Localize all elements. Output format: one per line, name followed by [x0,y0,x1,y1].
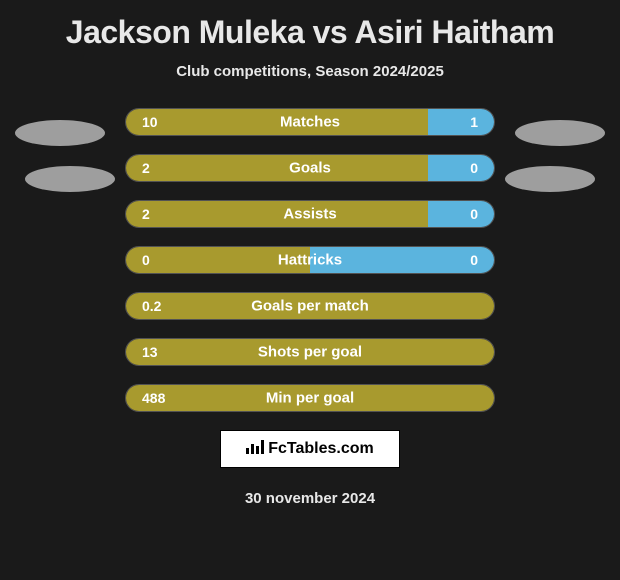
footer-logo: FcTables.com [220,430,400,468]
player1-avatar-placeholder [15,120,105,146]
comparison-card: Jackson Muleka vs Asiri Haitham Club com… [0,0,620,580]
player1-value: 0.2 [142,298,161,314]
player1-bar [126,109,428,135]
stat-label: Min per goal [266,390,354,407]
player2-bar [428,201,494,227]
stat-row: 0 0 Hattricks [125,246,495,274]
stat-row: 2 0 Assists [125,200,495,228]
player1-bar [126,201,428,227]
stat-row: 13 Shots per goal [125,338,495,366]
player2-value: 0 [470,206,478,222]
player2-value: 0 [470,252,478,268]
stat-label: Goals per match [251,298,369,315]
player1-bar [126,155,428,181]
footer-date: 30 november 2024 [0,490,620,507]
player2-avatar-placeholder [515,120,605,146]
player2-value: 1 [470,114,478,130]
player2-bar [428,155,494,181]
stat-row: 0.2 Goals per match [125,292,495,320]
chart-icon [246,440,264,459]
player1-value: 488 [142,390,165,406]
player1-value: 13 [142,344,158,360]
player1-team-placeholder [25,166,115,192]
player2-bar [428,109,494,135]
stat-row: 488 Min per goal [125,384,495,412]
stat-label: Assists [283,206,336,223]
stat-label: Shots per goal [258,344,362,361]
stat-label: Hattricks [278,252,342,269]
stat-label: Matches [280,114,340,131]
stat-row: 10 1 Matches [125,108,495,136]
page-title: Jackson Muleka vs Asiri Haitham [0,14,620,51]
player2-team-placeholder [505,166,595,192]
player1-value: 10 [142,114,158,130]
player1-value: 2 [142,160,150,176]
footer-logo-text: FcTables.com [268,440,374,458]
stat-row: 2 0 Goals [125,154,495,182]
player2-value: 0 [470,160,478,176]
player1-value: 2 [142,206,150,222]
chart-area: 10 1 Matches 2 0 Goals 2 0 Assists 0 0 Hattricks 0.2… [0,108,620,412]
player1-value: 0 [142,252,150,268]
stat-bars: 10 1 Matches 2 0 Goals 2 0 Assists 0 0 Hattricks 0.2… [125,108,495,412]
subtitle: Club competitions, Season 2024/2025 [0,63,620,80]
stat-label: Goals [289,160,331,177]
